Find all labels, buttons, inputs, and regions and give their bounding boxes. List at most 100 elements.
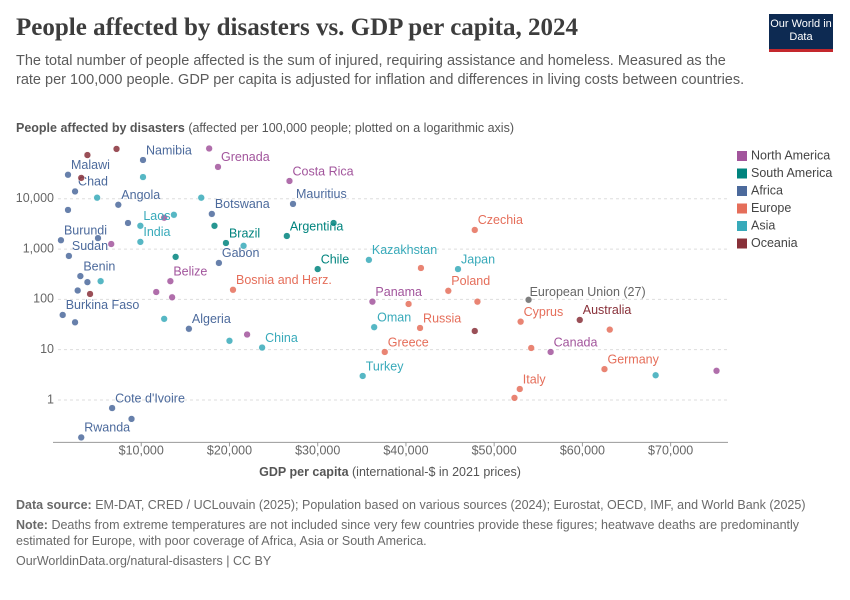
point bbox=[168, 293, 176, 301]
point bbox=[93, 194, 101, 202]
point-label: Laos bbox=[143, 209, 170, 223]
point-label: Brazil bbox=[229, 226, 260, 240]
point bbox=[107, 240, 115, 248]
y-tick-label: 100 bbox=[33, 292, 54, 306]
point bbox=[171, 253, 180, 261]
legend-swatch bbox=[737, 151, 747, 161]
point-label: Benin bbox=[83, 259, 115, 273]
point bbox=[83, 151, 92, 159]
point-label: Turkey bbox=[366, 359, 404, 373]
point-label: Burundi bbox=[64, 224, 107, 238]
point-label: Costa Rica bbox=[292, 164, 353, 178]
point bbox=[285, 177, 294, 185]
point-label: Germany bbox=[607, 352, 659, 366]
point-label: European Union (27) bbox=[530, 285, 646, 299]
point bbox=[222, 239, 230, 247]
point bbox=[283, 232, 291, 240]
legend-swatch bbox=[737, 168, 747, 179]
x-tick-label: $20,000 bbox=[207, 444, 252, 458]
point-label: Sudan bbox=[72, 239, 108, 253]
point-label: Chad bbox=[78, 175, 108, 189]
point-label: Malawi bbox=[71, 158, 110, 172]
point-label: Algeria bbox=[192, 312, 231, 326]
point-label: Chile bbox=[321, 252, 350, 266]
point bbox=[114, 201, 122, 209]
point bbox=[546, 348, 555, 356]
legend-label: Africa bbox=[751, 183, 783, 197]
x-axis-title-rest: (international-$ in 2021 prices) bbox=[352, 465, 521, 479]
x-tick-label: $10,000 bbox=[119, 444, 164, 458]
point bbox=[64, 206, 72, 214]
title: People affected by disasters vs. GDP per… bbox=[16, 14, 578, 41]
point bbox=[197, 194, 205, 202]
point bbox=[160, 214, 168, 222]
y-tick-label: 1,000 bbox=[23, 241, 54, 255]
legend-swatch bbox=[737, 186, 747, 196]
x-tick-label: $40,000 bbox=[383, 444, 428, 458]
x-tick-label: $70,000 bbox=[648, 444, 693, 458]
point bbox=[454, 265, 462, 273]
point-label: Botswana bbox=[215, 197, 270, 211]
note-label: Note: bbox=[16, 518, 48, 532]
chart: People affected by disasters (affected p… bbox=[16, 121, 833, 479]
point bbox=[64, 171, 72, 179]
point bbox=[516, 318, 525, 326]
note: Note: Deaths from extreme temperatures a… bbox=[16, 517, 816, 549]
point-label: Greece bbox=[388, 335, 429, 349]
point-label: India bbox=[143, 225, 170, 239]
point-label: Czechia bbox=[478, 213, 523, 227]
y-axis-title-rest: (affected per 100,000 people; plotted on… bbox=[188, 121, 514, 135]
point bbox=[124, 219, 132, 227]
point bbox=[473, 298, 482, 306]
source-text: EM-DAT, CRED / UCLouvain (2025); Populat… bbox=[95, 498, 806, 512]
point bbox=[94, 234, 102, 242]
legend-label: South America bbox=[751, 166, 832, 180]
point-label: Oman bbox=[377, 310, 411, 324]
point bbox=[108, 404, 116, 412]
point bbox=[215, 259, 223, 267]
point-label: Bosnia and Herz. bbox=[236, 273, 332, 287]
point bbox=[527, 344, 535, 352]
point bbox=[471, 327, 479, 335]
point bbox=[225, 337, 234, 345]
point-label: Panama bbox=[375, 285, 422, 299]
point bbox=[76, 272, 85, 280]
point bbox=[329, 219, 338, 227]
legend-label: Asia bbox=[751, 218, 775, 232]
logo[interactable]: Our World in Data bbox=[769, 14, 833, 52]
point-label: Angola bbox=[121, 188, 160, 202]
point bbox=[71, 318, 79, 326]
point bbox=[96, 277, 105, 285]
point bbox=[359, 372, 367, 380]
legend-swatch bbox=[737, 203, 747, 214]
y-axis-title-bold: People affected by disasters bbox=[16, 121, 185, 135]
point bbox=[606, 326, 614, 334]
point bbox=[65, 252, 73, 260]
point bbox=[229, 286, 237, 294]
point bbox=[210, 222, 219, 230]
point bbox=[576, 316, 584, 324]
point bbox=[86, 290, 94, 298]
point bbox=[160, 315, 168, 323]
point bbox=[136, 222, 145, 230]
point bbox=[170, 211, 178, 219]
point bbox=[510, 394, 519, 402]
point bbox=[166, 277, 175, 285]
point-label: Namibia bbox=[146, 143, 192, 157]
point bbox=[77, 433, 85, 442]
point-label: Russia bbox=[423, 311, 461, 325]
point bbox=[57, 236, 65, 244]
point bbox=[139, 173, 147, 181]
url[interactable]: OurWorldinData.org/natural-disasters | C… bbox=[16, 554, 272, 568]
point bbox=[417, 264, 425, 272]
subtitle: The total number of people affected is t… bbox=[16, 53, 745, 88]
point bbox=[651, 371, 660, 379]
point bbox=[214, 163, 222, 171]
point bbox=[368, 298, 377, 306]
x-axis-title-bold: GDP per capita bbox=[259, 465, 349, 479]
y-tick-label: 1 bbox=[47, 392, 54, 406]
point bbox=[208, 210, 216, 218]
point bbox=[600, 365, 609, 373]
point bbox=[152, 288, 160, 296]
